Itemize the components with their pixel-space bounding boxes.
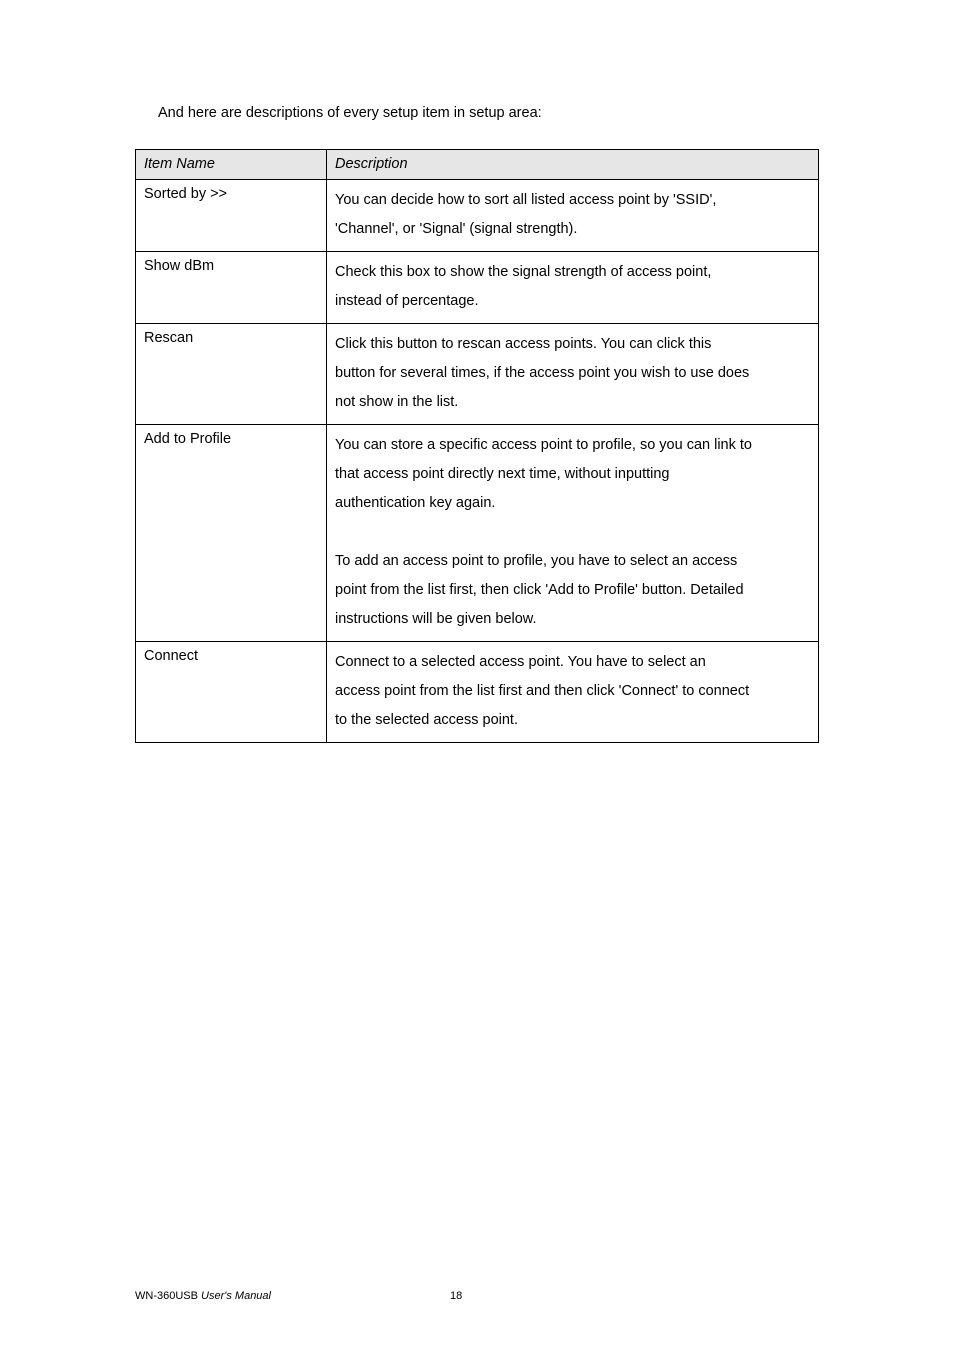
setup-items-table: Item Name Description Sorted by >> You c… [135,149,819,743]
row-item-sorted-by: Sorted by >> [136,180,327,252]
header-description: Description [327,150,819,180]
row-desc-show-dbm: Check this box to show the signal streng… [327,252,819,324]
table-row: Add to Profile You can store a specific … [136,425,819,642]
intro-text: And here are descriptions of every setup… [158,105,819,121]
footer-product-name: WN-360USB User's Manual [135,1290,271,1302]
row-desc-add-to-profile: You can store a specific access point to… [327,425,819,642]
table-row: Connect Connect to a selected access poi… [136,642,819,743]
table-row: Rescan Click this button to rescan acces… [136,324,819,425]
row-item-connect: Connect [136,642,327,743]
row-desc-sorted-by: You can decide how to sort all listed ac… [327,180,819,252]
footer-page-number: 18 [450,1290,462,1302]
row-desc-connect: Connect to a selected access point. You … [327,642,819,743]
header-item-name: Item Name [136,150,327,180]
row-item-show-dbm: Show dBm [136,252,327,324]
page-footer: WN-360USB User's Manual 18 [135,1290,819,1302]
row-item-rescan: Rescan [136,324,327,425]
table-row: Sorted by >> You can decide how to sort … [136,180,819,252]
table-header-row: Item Name Description [136,150,819,180]
row-item-add-to-profile: Add to Profile [136,425,327,642]
table-row: Show dBm Check this box to show the sign… [136,252,819,324]
row-desc-rescan: Click this button to rescan access point… [327,324,819,425]
